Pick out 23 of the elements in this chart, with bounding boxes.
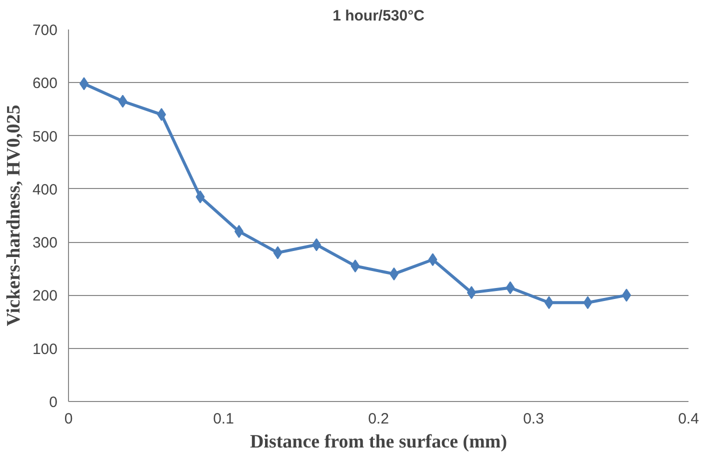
- x-tick-label: 0: [64, 410, 73, 428]
- y-tick-label: 500: [32, 128, 58, 146]
- point: [273, 246, 282, 260]
- point: [506, 281, 515, 294]
- x-tick-label: 0.4: [678, 410, 699, 428]
- y-axis-title: Vickers-hardness, HV0,025: [3, 104, 24, 326]
- point: [350, 259, 360, 272]
- y-tick-label: 700: [32, 22, 58, 39]
- y-tick-label: 0: [49, 394, 58, 411]
- y-tick-label: 600: [32, 75, 58, 92]
- x-axis-title: Distance from the surface (mm): [250, 432, 508, 452]
- point: [118, 94, 128, 108]
- point: [583, 296, 592, 310]
- y-tick-label: 200: [32, 288, 58, 305]
- y-tick-label: 400: [32, 181, 58, 198]
- x-tick-label: 0.3: [523, 410, 544, 428]
- y-tick-label: 100: [32, 340, 58, 358]
- point: [428, 253, 438, 266]
- x-tick-label: 0.1: [213, 410, 234, 428]
- x-tick-label: 0.2: [368, 410, 389, 428]
- y-tick-label: 300: [32, 234, 58, 252]
- point: [196, 190, 205, 204]
- chart-title: 1 hour/530°C: [332, 8, 425, 24]
